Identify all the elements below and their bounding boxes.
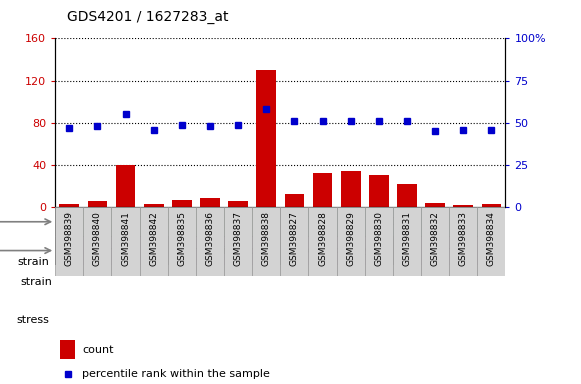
Text: GSM398835: GSM398835 (177, 211, 187, 266)
Text: stress: stress (16, 314, 49, 325)
Text: normobaric hypoxia: normobaric hypoxia (172, 245, 276, 256)
Text: GDS4201 / 1627283_at: GDS4201 / 1627283_at (67, 10, 228, 23)
Bar (256, 70, 276, 207)
Bar (88, 201, 107, 207)
Bar (224, 207, 252, 276)
Bar (55, 207, 83, 276)
Text: GSM398834: GSM398834 (487, 211, 496, 266)
Bar (55, 207, 280, 236)
Bar (453, 205, 473, 207)
Bar (59, 204, 79, 207)
Bar (252, 207, 280, 276)
Text: strain: strain (20, 277, 52, 287)
Text: GSM398836: GSM398836 (206, 211, 214, 266)
Bar (60, 340, 76, 359)
Bar (341, 171, 361, 207)
Text: GSM398839: GSM398839 (64, 211, 74, 266)
Text: GSM398831: GSM398831 (403, 211, 411, 266)
Bar (365, 207, 393, 276)
Text: GSM398827: GSM398827 (290, 211, 299, 266)
Text: normoxia: normoxia (85, 245, 138, 256)
Text: GSM398837: GSM398837 (234, 211, 243, 266)
Bar (144, 204, 163, 207)
Bar (482, 204, 501, 207)
Bar (478, 207, 505, 276)
Bar (168, 207, 196, 276)
Text: strain: strain (17, 257, 49, 267)
Text: chronic hypobaric hypoxia: chronic hypobaric hypoxia (281, 246, 392, 255)
Bar (228, 201, 248, 207)
Text: dmDys: dmDys (374, 217, 413, 227)
Text: count: count (83, 344, 114, 354)
Text: GSM398842: GSM398842 (149, 211, 158, 266)
Bar (449, 207, 478, 276)
Bar (421, 207, 449, 276)
Bar (336, 207, 365, 276)
Text: GSM398840: GSM398840 (93, 211, 102, 266)
Bar (393, 207, 421, 276)
Text: GSM398828: GSM398828 (318, 211, 327, 266)
Bar (285, 194, 304, 207)
Bar (309, 207, 336, 276)
Bar (196, 207, 224, 276)
Bar (280, 207, 505, 236)
Text: GSM398833: GSM398833 (459, 211, 468, 266)
Bar (172, 200, 192, 207)
Bar (116, 165, 135, 207)
Bar (83, 207, 112, 276)
Text: normoxia: normoxia (423, 245, 475, 256)
Bar (55, 236, 168, 265)
Bar (313, 172, 332, 207)
Bar (393, 236, 505, 265)
Bar (369, 175, 389, 207)
Text: percentile rank within the sample: percentile rank within the sample (83, 369, 270, 379)
Bar (425, 203, 445, 207)
Text: wild type: wild type (142, 217, 193, 227)
Text: GSM398829: GSM398829 (346, 211, 355, 266)
Bar (397, 184, 417, 207)
Text: GSM398841: GSM398841 (121, 211, 130, 266)
Bar (112, 207, 139, 276)
Bar (280, 207, 309, 276)
Text: GSM398832: GSM398832 (431, 211, 440, 266)
Text: GSM398838: GSM398838 (262, 211, 271, 266)
Text: GSM398830: GSM398830 (374, 211, 383, 266)
Bar (200, 198, 220, 207)
Bar (280, 236, 393, 265)
Bar (139, 207, 168, 276)
Bar (168, 236, 280, 265)
